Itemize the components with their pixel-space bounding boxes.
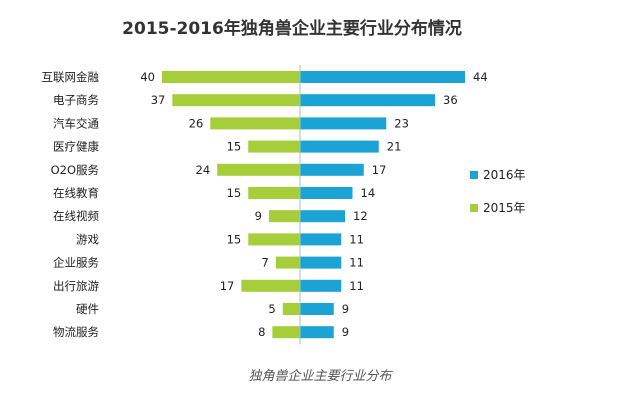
- bar-2015: [217, 163, 300, 176]
- legend-label: 2015年: [483, 201, 526, 215]
- bar-2016: [300, 210, 345, 223]
- data-label-2015: 37: [151, 93, 166, 107]
- bar-2015: [268, 210, 300, 223]
- bar-2015: [210, 117, 300, 130]
- data-label-2015: 7: [262, 256, 269, 270]
- data-label-2016: 14: [361, 186, 376, 200]
- legend-swatch: [470, 171, 478, 179]
- legend-label: 2016年: [483, 168, 526, 182]
- legend: 2016年 2015年: [470, 168, 526, 215]
- data-label-2015: 15: [227, 186, 242, 200]
- data-label-2015: 9: [255, 209, 262, 223]
- data-label-2015: 8: [258, 325, 265, 339]
- category-label: 互联网金融: [42, 70, 100, 84]
- data-label-2016: 21: [387, 140, 402, 154]
- bar-2016: [300, 117, 387, 130]
- category-label: 硬件: [76, 302, 99, 316]
- bar-2016: [300, 233, 342, 246]
- bar-2015: [275, 256, 300, 269]
- data-label-2016: 44: [473, 70, 488, 84]
- category-label: 出行旅游: [53, 279, 99, 293]
- bar-2016: [300, 94, 435, 107]
- bar-2015: [248, 187, 300, 199]
- category-label: 在线视频: [53, 209, 99, 223]
- category-label: O2O服务: [51, 163, 100, 177]
- bar-2015: [282, 303, 300, 315]
- bar-2016: [300, 140, 379, 153]
- data-label-2015: 17: [220, 279, 235, 293]
- category-label: 游戏: [76, 232, 99, 246]
- data-label-2015: 15: [227, 232, 242, 246]
- data-label-2016: 23: [394, 116, 409, 130]
- data-label-2015: 24: [196, 163, 211, 177]
- data-label-2016: 17: [372, 163, 387, 177]
- series-2016-bars: [300, 71, 465, 339]
- data-label-2016: 9: [342, 325, 349, 339]
- bar-2016: [300, 326, 334, 339]
- bar-2015: [248, 140, 300, 153]
- data-label-2016: 36: [443, 93, 458, 107]
- bar-2016: [300, 279, 342, 292]
- data-label-2015: 15: [227, 140, 242, 154]
- data-label-2015: 5: [268, 302, 275, 316]
- bar-2015: [272, 326, 300, 339]
- category-label: 电子商务: [53, 93, 99, 107]
- bar-2015: [241, 279, 300, 292]
- data-label-2015: 26: [189, 116, 204, 130]
- chart-caption: 独角兽企业主要行业分布: [248, 368, 393, 384]
- value-labels: 40 44 37 36 26 23 15 21 24 17 15 14 9 12 15 11 7 11 17 11 5 9…: [140, 70, 487, 339]
- bar-2015: [248, 233, 300, 246]
- category-label: 汽车交通: [53, 116, 99, 130]
- category-label: 企业服务: [53, 256, 99, 270]
- bar-2015: [162, 71, 300, 83]
- data-label-2016: 11: [349, 232, 364, 246]
- bar-2016: [300, 303, 334, 315]
- series-2015-bars: [162, 71, 300, 339]
- bar-2016: [300, 256, 342, 269]
- category-label: 医疗健康: [53, 140, 99, 154]
- data-label-2015: 40: [140, 70, 155, 84]
- data-label-2016: 9: [342, 302, 349, 316]
- bar-2016: [300, 163, 364, 176]
- bar-2016: [300, 71, 465, 83]
- data-label-2016: 11: [349, 279, 364, 293]
- data-label-2016: 12: [353, 209, 368, 223]
- data-label-2016: 11: [349, 256, 364, 270]
- bar-2015: [172, 94, 300, 107]
- bar-2016: [300, 187, 353, 199]
- legend-swatch: [470, 204, 478, 212]
- category-label: 物流服务: [53, 325, 99, 339]
- chart-title: 2015-2016年独角兽企业主要行业分布情况: [122, 18, 462, 39]
- category-label: 在线教育: [53, 186, 99, 200]
